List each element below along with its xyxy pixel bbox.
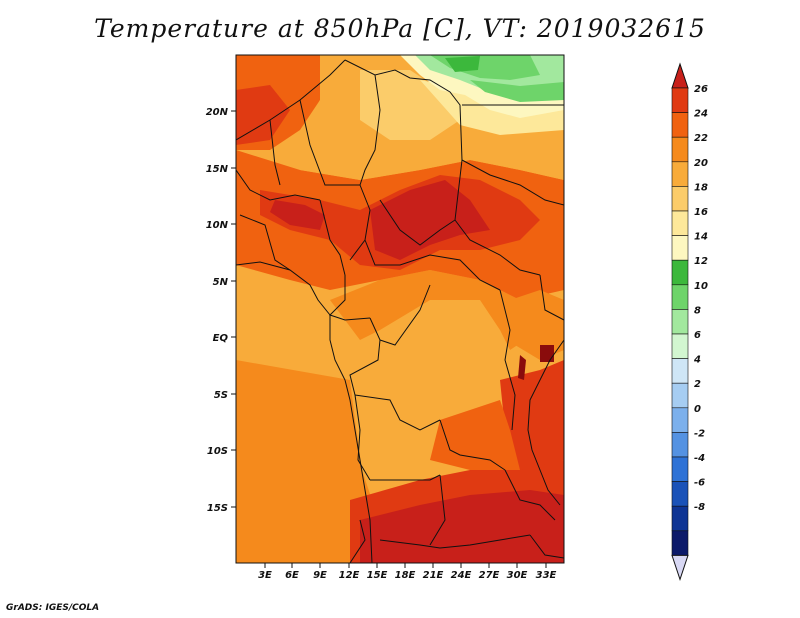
colorbar-segment (671, 505, 689, 532)
colorbar-segment (671, 358, 689, 384)
colorbar-segment (671, 136, 689, 163)
colorbar-segment (671, 333, 689, 359)
colorbar-label: 6 (694, 330, 701, 341)
colorbar-label: 24 (694, 109, 708, 120)
colorbar-label: 26 (694, 84, 708, 95)
colorbar-segment (671, 407, 689, 433)
map-frame (235, 54, 565, 564)
colorbar-segment (671, 235, 689, 261)
country-borders (236, 59, 564, 563)
map-title: Temperature at 850hPa [C], VT: 201903261… (94, 14, 706, 43)
colorbar-segment (671, 186, 689, 212)
colorbar-segment (671, 309, 689, 335)
colorbar-segment (671, 481, 689, 507)
colorbar-segment (671, 259, 689, 286)
colorbar-max-triangle (671, 62, 689, 89)
lat-label: 5S (214, 390, 228, 401)
colorbar-label: 12 (694, 256, 708, 267)
lon-label: 15E (367, 570, 388, 581)
colorbar-label: 18 (694, 182, 708, 193)
colorbar-min-triangle (671, 554, 689, 581)
lon-label: 33E (536, 570, 557, 581)
colorbar-label: -6 (694, 478, 705, 489)
colorbar-label: 8 (694, 305, 701, 316)
lat-label: 15S (207, 503, 228, 514)
colorbar-label: 16 (694, 207, 708, 218)
lon-label: 30E (507, 570, 528, 581)
colorbar-segment (671, 284, 689, 310)
lon-label: 6E (285, 570, 299, 581)
axis-ticks (231, 110, 547, 568)
lat-label: 15N (206, 164, 229, 175)
temperature-field (236, 55, 564, 563)
colorbar-label: -2 (694, 428, 705, 439)
colorbar-label: 14 (694, 232, 708, 243)
lon-label: 12E (339, 570, 360, 581)
lat-label: 5N (213, 277, 229, 288)
colorbar-segment (671, 112, 689, 138)
colorbar-segment (671, 161, 689, 187)
grads-credit: GrADS: IGES/COLA (6, 603, 100, 613)
colorbar-label: 2 (694, 379, 701, 390)
colorbar-label: -4 (694, 453, 705, 464)
colorbar-segment (671, 87, 689, 113)
colorbar-segment (671, 432, 689, 458)
lon-label: 3E (258, 570, 272, 581)
colorbar-segment (671, 210, 689, 236)
lon-label: 18E (395, 570, 416, 581)
lat-label: 10S (207, 446, 228, 457)
lon-label: 27E (479, 570, 500, 581)
lon-label: 21E (423, 570, 444, 581)
colorbar-segment (671, 530, 689, 556)
colorbar-label: 22 (694, 133, 708, 144)
colorbar-label: 0 (694, 404, 701, 415)
colorbar-label: 10 (694, 281, 708, 292)
colorbar-segment (671, 456, 689, 482)
lon-label: 24E (451, 570, 472, 581)
colorbar-segment (671, 382, 689, 409)
longitude-labels: 3E 6E 9E 12E 15E 18E 21E 24E 27E 30E 33E (258, 570, 556, 581)
lat-label: 10N (206, 220, 229, 231)
lon-label: 9E (313, 570, 327, 581)
latitude-labels: 20N 15N 10N 5N EQ 5S 10S 15S (206, 107, 229, 514)
colorbar-label: -8 (694, 502, 705, 513)
colorbar-label: 20 (694, 158, 708, 169)
lat-label: 20N (206, 107, 229, 118)
colorbar-label: 4 (693, 355, 701, 366)
lat-label: EQ (213, 333, 229, 344)
